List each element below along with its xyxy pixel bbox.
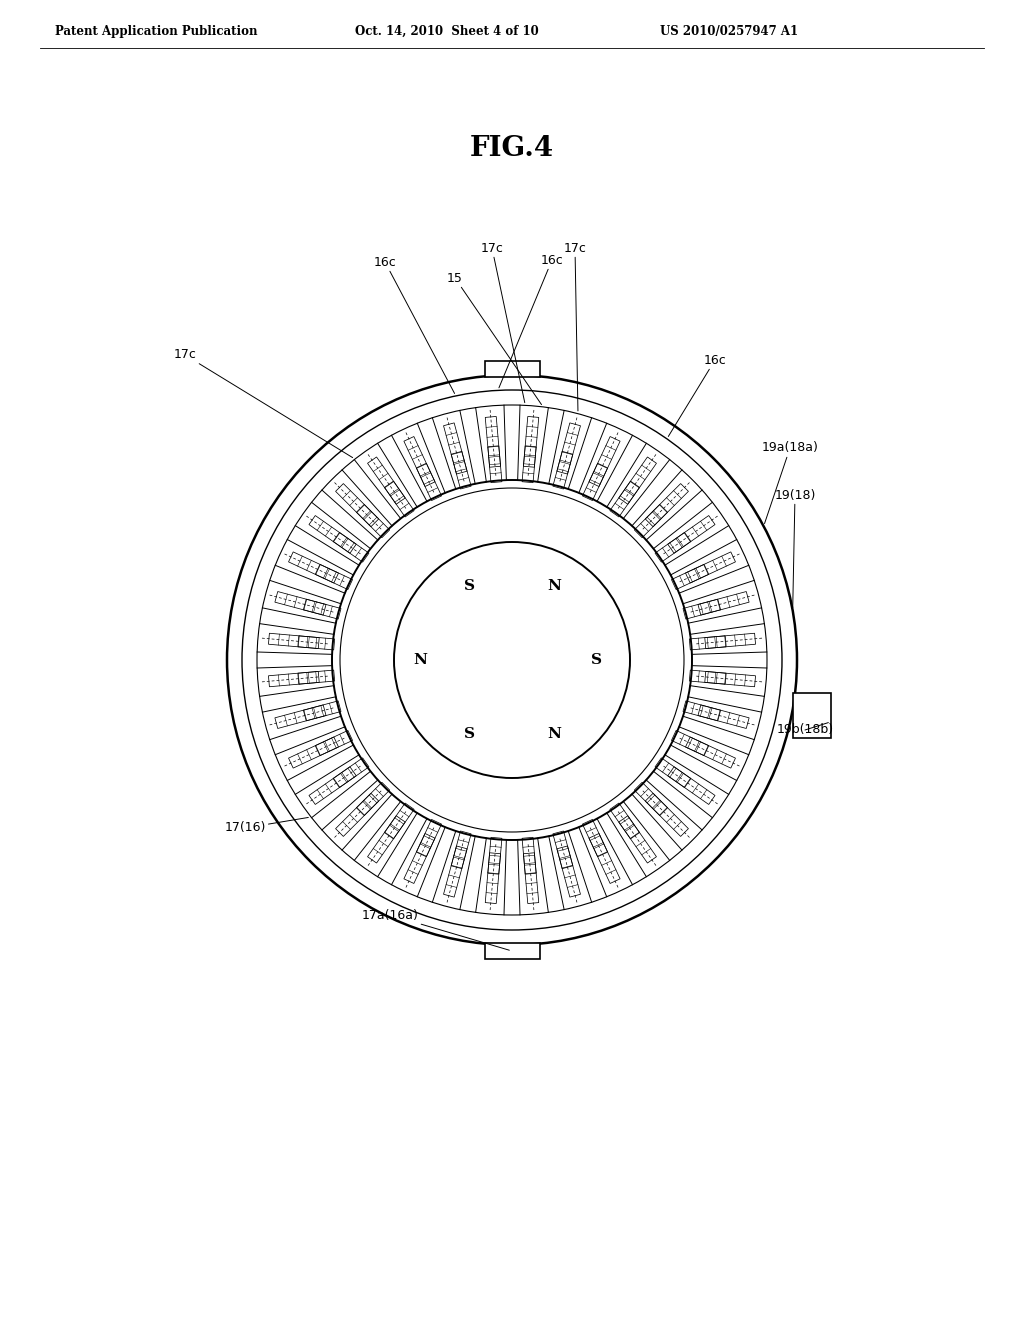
Text: FIG.4: FIG.4	[470, 135, 554, 162]
Text: Oct. 14, 2010  Sheet 4 of 10: Oct. 14, 2010 Sheet 4 of 10	[355, 25, 539, 38]
Text: 19a(18a): 19a(18a)	[762, 441, 818, 524]
Bar	[793, 693, 831, 738]
Text: 16c: 16c	[669, 354, 726, 437]
Text: 19(18): 19(18)	[774, 488, 816, 607]
Text: N: N	[548, 726, 561, 741]
Text: S: S	[464, 726, 475, 741]
Text: S: S	[592, 653, 602, 667]
Bar	[484, 360, 540, 378]
Text: 17(16): 17(16)	[224, 817, 308, 834]
Bar	[484, 942, 540, 960]
Text: US 2010/0257947 A1: US 2010/0257947 A1	[660, 25, 798, 38]
Text: Patent Application Publication: Patent Application Publication	[55, 25, 257, 38]
Text: 15: 15	[447, 272, 542, 405]
Text: 17c: 17c	[563, 242, 587, 411]
Text: 17c: 17c	[480, 242, 524, 403]
Text: 16c: 16c	[499, 253, 563, 388]
Text: N: N	[548, 579, 561, 594]
Text: 17c: 17c	[173, 348, 352, 458]
Text: 17a(16a): 17a(16a)	[361, 908, 509, 950]
Circle shape	[394, 543, 630, 777]
Text: 19b(18b): 19b(18b)	[776, 722, 834, 737]
Text: S: S	[464, 579, 475, 594]
Text: N: N	[413, 653, 427, 667]
Text: 16c: 16c	[374, 256, 455, 393]
